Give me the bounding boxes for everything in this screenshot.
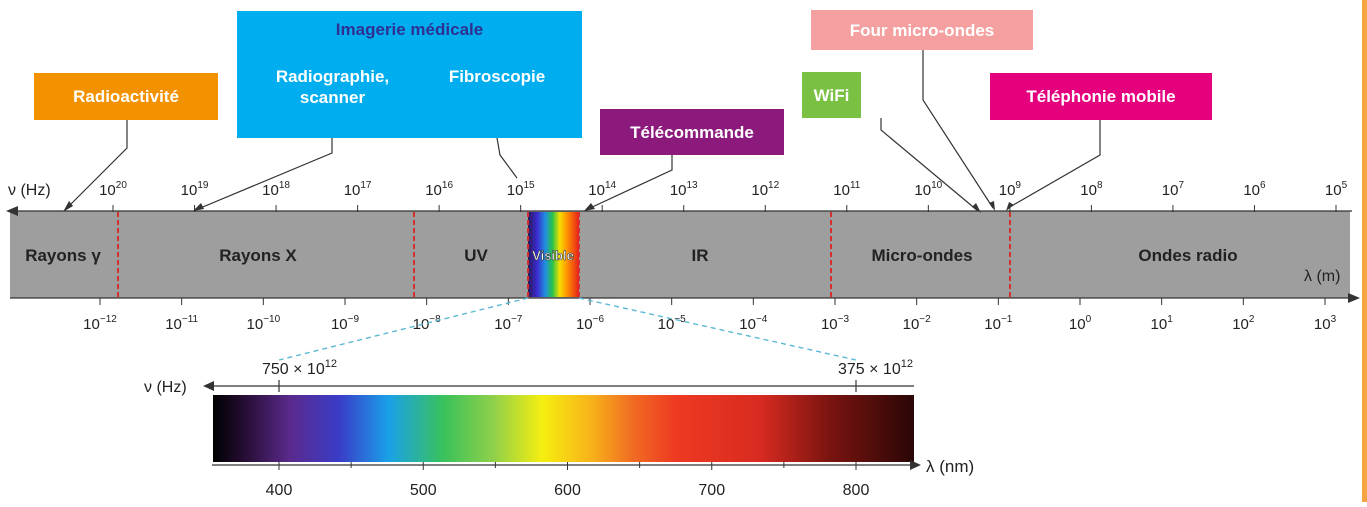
application-pointers <box>65 50 1101 212</box>
box-four-micro-ondes: Four micro-ondes <box>811 10 1033 50</box>
pointer-wifi <box>880 118 979 212</box>
wavelength-axis-label: λ (m) <box>1304 268 1340 285</box>
wave-tick-label: 10−10 <box>247 314 281 333</box>
wavelength-axis-arrow <box>1348 293 1360 303</box>
box-telephonie-mobile: Téléphonie mobile <box>990 73 1212 120</box>
freq-tick-label: 107 <box>1162 180 1185 199</box>
frequency-axis-arrow <box>6 206 18 216</box>
wave-tick-label: 102 <box>1232 314 1255 333</box>
wave-tick-label: 10−4 <box>739 314 768 333</box>
band-dividers <box>117 212 1011 297</box>
freq-tick-label: 1014 <box>588 180 616 199</box>
pointer-radioactivite <box>65 120 128 210</box>
wave-tick-label: 10−9 <box>331 314 360 333</box>
freq-tick-label: 1013 <box>670 180 698 199</box>
arrowhead-wifi <box>972 203 981 213</box>
freq-tick-label: 1012 <box>751 180 779 199</box>
spectrum-band <box>10 211 1350 298</box>
band-x: Rayons X <box>219 246 297 265</box>
box-imagerie-medicale <box>237 11 582 138</box>
pointer-radiographie <box>197 138 333 210</box>
wavelength-ticks: 10−12 10−11 10−10 10−9 10−8 10−7 10−6 10−5 10−4 1… <box>83 298 1337 333</box>
wave-tick-label: 10−1 <box>984 314 1013 333</box>
wave-tick-label: 10−3 <box>821 314 850 333</box>
label-four: Four micro-ondes <box>849 20 995 40</box>
freq-tick-label: 106 <box>1243 180 1266 199</box>
freq-tick-label: 1015 <box>507 180 535 199</box>
band-ir: IR <box>692 246 709 265</box>
label-radiographie: Radiographie, scanner <box>275 67 390 107</box>
band-gamma: Rayons γ <box>25 246 101 265</box>
frequency-axis-label: ν (Hz) <box>8 182 51 199</box>
label-telephonie: Téléphonie mobile <box>1026 87 1176 106</box>
zoom-lines <box>278 297 857 361</box>
frequency-ticks: 1020 1019 1018 1017 1016 1015 1014 1013 1012 1011… <box>99 180 1348 212</box>
right-edge-rule <box>1362 0 1367 502</box>
wave-tick-label: 100 <box>1069 314 1092 333</box>
zoom-tick-label: 700 <box>698 482 725 499</box>
wave-tick-label: 10−5 <box>658 314 687 333</box>
band-visible: Visible <box>532 248 574 263</box>
zoom-frequency-arrow <box>203 381 214 391</box>
zoom-line-right <box>578 297 857 361</box>
band-radio: Ondes radio <box>1138 246 1237 265</box>
freq-tick-label: 109 <box>999 180 1022 199</box>
freq-tick-label: 1017 <box>344 180 372 199</box>
freq-tick-label: 1016 <box>425 180 453 199</box>
freq-tick-label: 1019 <box>181 180 209 199</box>
freq-tick-label: 1011 <box>833 180 861 199</box>
freq-tick-label: 1020 <box>99 180 127 199</box>
label-telecommande: Télécommande <box>630 122 754 142</box>
zoom-tick-label: 400 <box>266 482 293 499</box>
wave-tick-label: 103 <box>1314 314 1337 333</box>
zoom-spectrum-bar <box>213 395 914 462</box>
pointer-telecommande <box>587 155 673 210</box>
zoom-tick-label: 800 <box>843 482 870 499</box>
box-wifi: WiFi <box>802 72 861 118</box>
arrowhead-radiographie <box>193 203 204 211</box>
zoom-tick-label: 500 <box>410 482 437 499</box>
zoom-freq-low: 375 × 1012 <box>838 358 913 378</box>
label-radioactivite: Radioactivité <box>73 87 179 106</box>
wave-tick-label: 101 <box>1151 314 1174 333</box>
wave-tick-label: 10−11 <box>165 314 198 333</box>
freq-tick-label: 105 <box>1325 180 1348 199</box>
freq-tick-label: 108 <box>1080 180 1103 199</box>
freq-tick-label: 1010 <box>914 180 942 199</box>
wave-tick-label: 10−7 <box>494 314 523 333</box>
arrowhead-telephonie <box>1006 202 1014 211</box>
label-wifi: WiFi <box>813 85 850 105</box>
zoom-wavelength-label: λ (nm) <box>926 457 974 476</box>
arrowhead-four <box>989 201 995 211</box>
wave-tick-label: 10−8 <box>413 314 442 333</box>
wave-tick-label: 10−2 <box>903 314 932 333</box>
zoom-tick-label: 600 <box>554 482 581 499</box>
arrowhead-telecommande <box>584 203 595 211</box>
pointer-fibroscopie <box>496 137 518 179</box>
zoom-line-left <box>278 297 529 361</box>
freq-tick-label: 1018 <box>262 180 290 199</box>
label-imagerie-medicale: Imagerie médicale <box>335 20 484 39</box>
visible-strip <box>528 212 579 297</box>
box-radioactivite: Radioactivité <box>34 73 218 120</box>
zoom-freq-high: 750 × 1012 <box>262 358 337 378</box>
wave-tick-label: 10−12 <box>83 314 117 333</box>
band-micro: Micro-ondes <box>871 246 972 265</box>
band-uv: UV <box>464 246 488 265</box>
pointer-four <box>922 50 994 209</box>
label-fibroscopie: Fibroscopie <box>448 67 546 86</box>
zoom-frequency-label: ν (Hz) <box>144 379 187 396</box>
zoom-wavelength-arrow <box>910 460 921 470</box>
zoom-wavelength-ticks: 400 500 600 700 800 <box>266 462 870 499</box>
arrowhead-radioactivite <box>63 201 73 212</box>
pointer-telephonie <box>1007 120 1101 209</box>
box-telecommande: Télécommande <box>600 109 784 155</box>
wave-tick-label: 10−6 <box>576 314 605 333</box>
